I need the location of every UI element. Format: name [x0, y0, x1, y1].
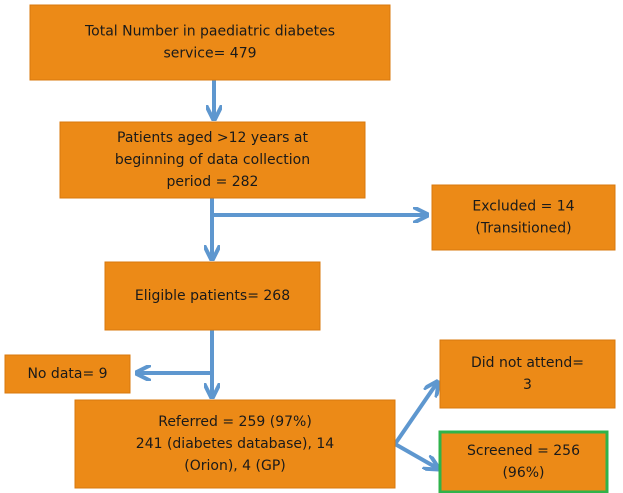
- node-label: 241 (diabetes database), 14: [136, 436, 335, 452]
- node-label: 3: [523, 377, 532, 393]
- node-label: Excluded = 14: [472, 199, 574, 215]
- node-box: [29, 4, 391, 81]
- node-box: [59, 121, 366, 199]
- node-box: [439, 339, 616, 409]
- node-label: (96%): [502, 465, 544, 481]
- node-label: (Orion), 4 (GP): [184, 458, 286, 474]
- arrows: [138, 80, 437, 468]
- node-label: period = 282: [167, 174, 259, 190]
- node-box: [74, 399, 396, 489]
- node-label: Screened = 256: [467, 443, 580, 459]
- node-label: No data= 9: [27, 366, 107, 382]
- arrow: [393, 383, 437, 446]
- node-label: Total Number in paediatric diabetes: [84, 24, 335, 40]
- node-box: [4, 354, 131, 394]
- node-label: Did not attend=: [471, 355, 584, 371]
- node-label: service= 479: [163, 46, 256, 62]
- node-box: [431, 184, 616, 251]
- node-label: beginning of data collection: [115, 152, 310, 168]
- node-label: (Transitioned): [475, 221, 571, 237]
- node-box: [438, 430, 609, 493]
- node-label: Eligible patients= 268: [135, 288, 290, 304]
- node-box: [104, 261, 321, 331]
- node-label: Referred = 259 (97%): [158, 414, 312, 430]
- arrow: [394, 442, 437, 468]
- node-label: Patients aged >12 years at: [117, 130, 308, 146]
